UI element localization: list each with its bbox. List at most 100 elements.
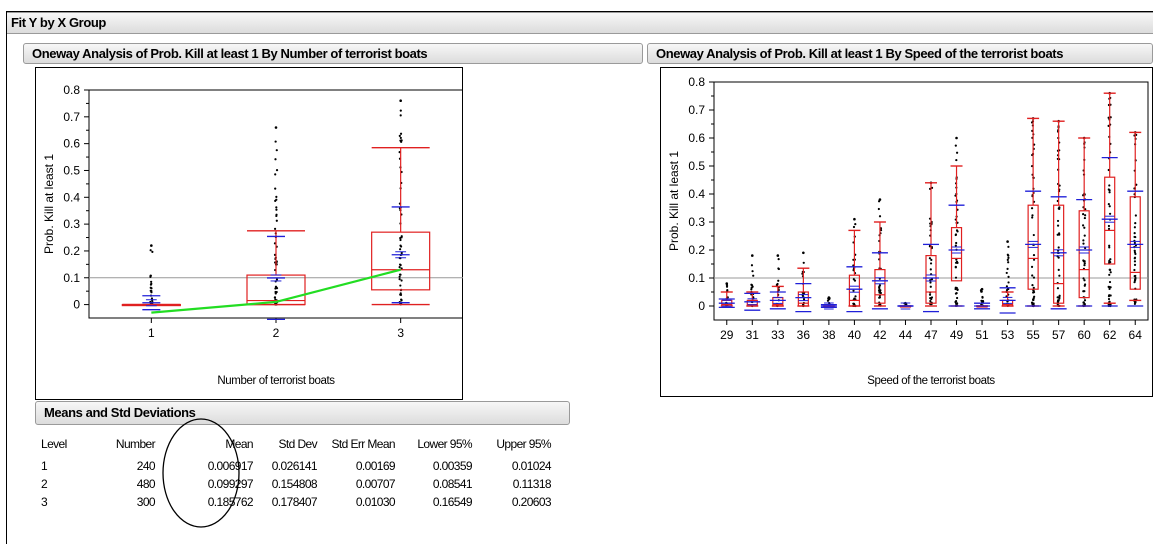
data-point [1133, 263, 1137, 266]
data-point [1108, 244, 1111, 247]
data-point [954, 233, 957, 237]
table-cell: 0.099297 [207, 477, 254, 491]
data-point [1108, 191, 1111, 194]
data-point [1056, 287, 1060, 290]
data-point [752, 274, 755, 277]
data-point [399, 238, 402, 242]
left-panel-header[interactable]: Oneway Analysis of Prob. Kill at least 1… [23, 43, 643, 64]
data-point [1031, 283, 1034, 287]
data-point [149, 289, 152, 292]
data-point [929, 285, 932, 288]
data-point [399, 236, 402, 240]
box-iqr [1078, 210, 1090, 299]
data-point [776, 282, 779, 286]
data-point [1134, 301, 1137, 304]
data-point [399, 99, 402, 103]
box-iqr [848, 274, 861, 307]
data-point [1007, 281, 1010, 284]
data-point [802, 298, 806, 301]
data-point [955, 229, 959, 232]
right-panel-header[interactable]: Oneway Analysis of Prob. Kill at least 1… [647, 43, 1153, 64]
data-point [398, 273, 402, 276]
col-mean-header: Mean [225, 437, 253, 451]
data-point [954, 276, 958, 279]
data-point [853, 217, 856, 221]
data-point [750, 254, 754, 257]
data-point [1109, 294, 1112, 297]
data-point [149, 286, 152, 289]
data-point [1032, 253, 1036, 257]
data-point [853, 279, 857, 282]
data-point [751, 285, 754, 288]
data-point [929, 262, 933, 265]
data-point [776, 254, 780, 257]
data-point [149, 249, 152, 252]
data-point [1005, 271, 1008, 275]
y-tick-label: 0.6 [688, 131, 705, 145]
fit-y-by-x-window [6, 11, 1153, 544]
data-point [1083, 260, 1086, 263]
y-tick-label: 0.5 [688, 159, 705, 173]
x-tick-label: 3 [397, 326, 404, 340]
data-point [1084, 214, 1087, 217]
data-point [980, 303, 983, 306]
data-point [1057, 256, 1060, 259]
data-point [1083, 216, 1086, 220]
data-point [878, 287, 881, 291]
right-plot-frame [660, 67, 1153, 397]
data-point [1109, 258, 1112, 261]
data-point [399, 114, 402, 117]
data-point [1032, 233, 1035, 237]
data-point [1107, 227, 1111, 230]
data-point [1058, 294, 1061, 297]
x-tick-label: 1 [148, 326, 155, 340]
table-cell: 240 [136, 459, 156, 473]
y-tick-label: 0.7 [688, 103, 705, 117]
table-cell: 2 [41, 477, 48, 491]
data-point [928, 293, 932, 296]
data-point [1082, 301, 1085, 304]
data-point [751, 270, 754, 273]
x-tick-label: 49 [950, 328, 964, 342]
data-point [1133, 279, 1137, 282]
data-point [1133, 268, 1136, 272]
col-std-dev-header: Std Dev [278, 437, 318, 451]
data-point [1056, 224, 1060, 227]
data-point [1108, 184, 1111, 187]
data-point [398, 266, 401, 269]
data-point [1081, 224, 1085, 227]
data-point [1082, 239, 1085, 242]
data-point [802, 261, 805, 264]
data-point [275, 169, 279, 172]
data-point [1032, 298, 1035, 301]
data-point [777, 267, 780, 270]
data-point [1109, 271, 1112, 274]
means-table-header[interactable]: Means and Std Deviations [35, 401, 570, 425]
window-title-bar[interactable]: Fit Y by X Group [7, 12, 1153, 34]
table-cell: 0.01024 [511, 459, 552, 473]
x-tick-label: 29 [720, 328, 734, 342]
y-tick-label: 0 [73, 298, 80, 312]
col-number-header: Number [115, 437, 156, 451]
table-cell: 0.20603 [511, 495, 552, 509]
data-point [400, 235, 403, 238]
data-point [1108, 287, 1111, 291]
data-point [878, 284, 882, 287]
data-point [274, 187, 277, 190]
data-point [750, 264, 754, 267]
right-chart: 0 0.1 0.2 0.3 0.4 0.5 0.6 0.7 0.8 Prob. Kill at l… [667, 75, 1149, 387]
data-point [275, 278, 279, 281]
data-point [852, 225, 856, 229]
data-point [802, 251, 805, 255]
data-point [399, 136, 402, 140]
left-chart: 0 0.1 0.2 0.3 0.4 0.5 0.6 0.7 0.8 Prob. Kill at l… [42, 83, 463, 387]
data-point [1133, 241, 1136, 245]
y-axis-label: Prob. Kill at least 1 [42, 154, 56, 254]
data-point [877, 207, 880, 211]
data-point [1108, 273, 1111, 276]
data-point [955, 258, 958, 261]
y-tick-label: 0.8 [688, 75, 705, 89]
data-point [275, 206, 278, 209]
data-point [928, 257, 932, 260]
box-iqr [746, 299, 758, 307]
